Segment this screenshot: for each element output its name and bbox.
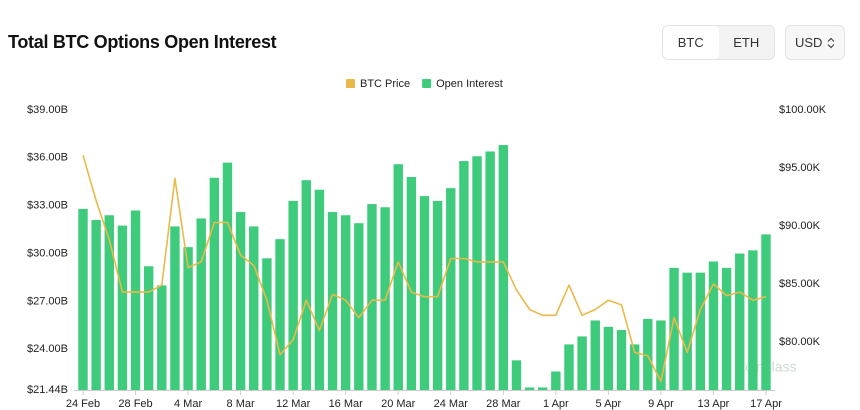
tab[interactable]: BTC <box>663 26 719 59</box>
bar <box>721 267 732 390</box>
legend-label: BTC Price <box>360 78 410 90</box>
bar <box>367 204 377 390</box>
bar <box>538 387 548 390</box>
bar <box>249 226 259 390</box>
currency-label: USD <box>795 35 823 50</box>
legend-label: Open Interest <box>436 78 503 90</box>
bar <box>157 285 167 390</box>
bar <box>498 145 509 390</box>
bar <box>196 218 206 390</box>
bar <box>629 344 640 390</box>
y2-tick-label: $85.00K <box>779 278 821 290</box>
y-tick-label: $30.00B <box>27 247 68 259</box>
bar <box>524 387 535 390</box>
legend-swatch <box>346 79 355 88</box>
bar <box>577 336 587 390</box>
x-tick-label: 28 Feb <box>118 398 152 410</box>
bar <box>143 266 154 390</box>
chevron-icon <box>828 37 835 48</box>
bar <box>327 212 338 390</box>
bar <box>748 250 758 390</box>
x-tick-label: 17 Apr <box>750 398 782 410</box>
bar <box>656 320 666 390</box>
chart-title: Total BTC Options Open Interest <box>8 32 277 52</box>
x-tick-label: 9 Apr <box>648 398 674 410</box>
x-tick-label: 16 Mar <box>329 398 364 410</box>
x-tick-label: 12 Mar <box>276 398 311 410</box>
bar <box>472 156 482 390</box>
bar <box>130 210 141 390</box>
bar <box>708 261 719 390</box>
y-tick-label: $39.00B <box>27 104 68 116</box>
y2-tick-label: $90.00K <box>779 220 821 232</box>
bar <box>170 226 180 390</box>
x-tick-label: 8 Mar <box>227 398 255 410</box>
bar <box>564 344 574 390</box>
bar <box>78 208 88 390</box>
bar <box>301 180 311 390</box>
y-tick-label: $24.00B <box>27 343 68 355</box>
bar <box>354 223 364 390</box>
bar <box>117 225 128 390</box>
bar <box>761 234 771 390</box>
bar <box>222 162 233 390</box>
bar <box>262 258 272 390</box>
bar <box>419 196 430 390</box>
bar <box>446 188 456 390</box>
bar <box>551 371 561 390</box>
tab[interactable]: ETH <box>733 35 760 50</box>
y-tick-label: $33.00B <box>27 200 68 212</box>
bar <box>735 253 745 390</box>
x-tick-label: 24 Feb <box>66 398 100 410</box>
bar <box>91 220 101 390</box>
bar <box>603 326 614 390</box>
bar <box>235 212 246 390</box>
asset-tabs: BTC ETH <box>662 25 775 60</box>
bar <box>511 360 522 390</box>
x-tick-label: 20 Mar <box>381 398 416 410</box>
bar <box>393 164 403 390</box>
bar <box>340 215 351 390</box>
currency-select[interactable]: USD <box>785 25 845 60</box>
bar <box>590 320 600 390</box>
x-tick-label: 5 Apr <box>596 398 622 410</box>
bar <box>314 189 325 390</box>
bar <box>669 267 679 390</box>
y-tick-label: $36.00B <box>27 152 68 164</box>
bar <box>695 272 706 390</box>
x-tick-label: 1 Apr <box>543 398 569 410</box>
x-tick-label: 24 Mar <box>434 398 469 410</box>
bar <box>209 177 220 390</box>
bar <box>643 318 653 390</box>
y2-tick-label: $80.00K <box>779 336 821 348</box>
bar <box>682 272 692 390</box>
bar <box>104 215 114 390</box>
bar <box>616 330 627 390</box>
x-tick-label: 13 Apr <box>698 398 730 410</box>
bar <box>459 161 469 390</box>
x-tick-label: 4 Mar <box>174 398 202 410</box>
price-line <box>82 154 767 383</box>
bar <box>275 239 285 390</box>
legend-swatch <box>422 79 432 88</box>
bar <box>406 176 417 390</box>
y2-tick-label: $100.00K <box>779 104 827 116</box>
bar <box>288 200 298 390</box>
x-tick-label: 28 Mar <box>486 398 521 410</box>
bar <box>485 151 495 390</box>
bar <box>183 247 193 390</box>
y-tick-label: $21.44B <box>27 384 68 396</box>
y-tick-label: $27.00B <box>27 295 68 307</box>
y2-tick-label: $95.00K <box>779 162 821 174</box>
